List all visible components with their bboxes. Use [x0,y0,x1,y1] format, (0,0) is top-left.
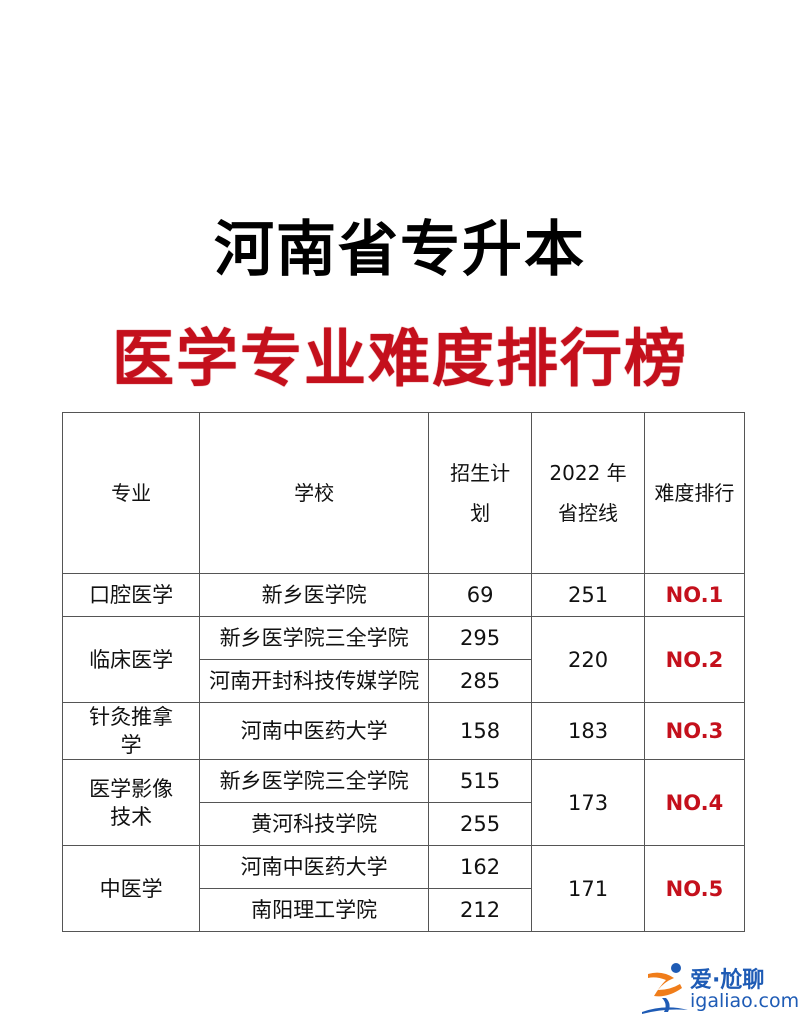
school-cell: 河南中医药大学 [199,702,429,760]
rank-cell: NO.3 [643,702,746,760]
plan-cell: 212 [427,888,533,932]
major-cell: 临床医学 [61,616,201,703]
table-row: 口腔医学 新乡医学院 69 251 NO.1 [61,573,746,617]
school-cell: 新乡医学院 [199,573,429,617]
score-cell: 173 [531,759,645,846]
rank-cell: NO.1 [643,573,746,617]
school-cell: 新乡医学院三全学院 [199,616,429,660]
score-cell: 183 [531,702,645,760]
table-row: 医学影像技术 新乡医学院三全学院 515 173 NO.4 [61,759,746,846]
school-cell: 新乡医学院三全学院 [199,759,429,803]
school-cell: 河南中医药大学 [199,845,429,889]
rank-cell: NO.5 [643,845,746,932]
header-score: 2022 年省控线 [531,412,645,574]
page-subtitle: 医学专业难度排行榜 [111,322,688,395]
plan-cell: 158 [427,702,533,760]
plan-cell: 295 [427,616,533,660]
major-cell: 针灸推拿学 [61,702,201,760]
header-rank: 难度排行 [643,412,746,574]
school-cell: 河南开封科技传媒学院 [199,659,429,703]
plan-cell: 255 [427,802,533,846]
plan-cell: 285 [427,659,533,703]
major-cell: 中医学 [61,845,201,932]
runner-icon [642,963,688,1014]
table-row: 南阳理工学院 212 [63,888,745,932]
school-cell: 南阳理工学院 [199,888,429,932]
watermark-logo: 爱·尬聊 igaliao.com [640,960,800,1020]
score-cell: 251 [531,573,645,617]
score-cell: 220 [531,616,645,703]
rank-cell: NO.2 [643,616,746,703]
table-row: 临床医学 新乡医学院三全学院 295 220 NO.2 [61,616,746,703]
watermark-cn: 爱·尬聊 [690,968,765,993]
ranking-table: 专业 学校 招生计划 2022 年省控线 难度排行 口腔医学 新乡医学院 69 251… [61,412,746,932]
major-cell: 口腔医学 [61,573,201,617]
page-title: 河南省专升本 [214,215,586,285]
header-plan: 招生计划 [427,412,533,574]
rank-cell: NO.4 [643,759,746,846]
school-cell: 黄河科技学院 [199,802,429,846]
table-row: 中医学 河南中医药大学 162 171 NO.5 [61,845,746,932]
table-header-row: 专业 学校 招生计划 2022 年省控线 难度排行 [61,412,746,574]
header-major: 专业 [61,412,201,574]
major-cell: 医学影像技术 [61,759,201,846]
score-cell: 171 [531,845,645,932]
plan-cell: 515 [427,759,533,803]
plan-cell: 69 [427,573,533,617]
table-row: 针灸推拿学 河南中医药大学 158 183 NO.3 [61,702,746,760]
plan-cell: 162 [427,845,533,889]
watermark-en: igaliao.com [690,990,800,1012]
header-school: 学校 [199,412,429,574]
table-row: 河南开封科技传媒学院 285 [63,659,745,703]
